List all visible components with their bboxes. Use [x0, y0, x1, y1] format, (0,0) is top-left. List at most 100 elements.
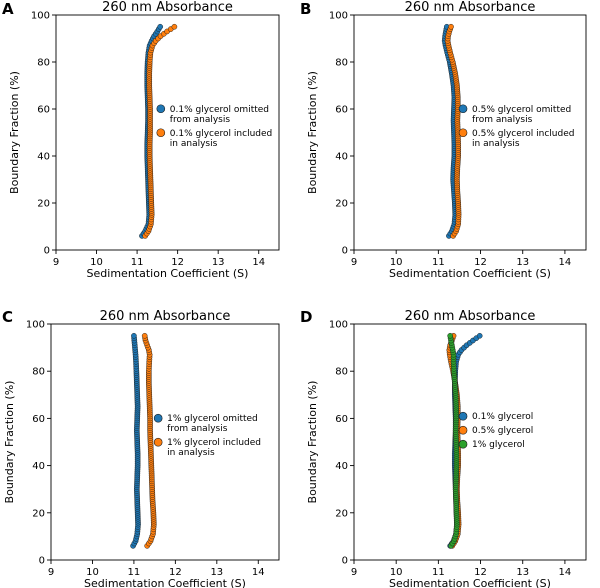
series-2: [142, 23, 178, 239]
x-tick-label: 11: [432, 257, 445, 268]
panel-title: 260 nm Absorbance: [100, 309, 231, 324]
legend-marker: [458, 128, 468, 138]
x-tick-label: 10: [86, 567, 99, 578]
panel-d: D 260 nm Absorbance 9 10 11 12 13 14 0 20 40 60 80 10…: [300, 308, 587, 588]
y-tick-label: 20: [335, 508, 348, 519]
x-axis-label: Sedimentation Coefficient (S): [84, 577, 246, 588]
x-tick-label: 13: [212, 257, 225, 268]
y-tick-label: 100: [26, 320, 45, 331]
panel-letter: B: [300, 0, 311, 18]
x-tick-label: 13: [210, 567, 223, 578]
x-tick-label: 11: [128, 567, 141, 578]
y-tick-label: 80: [335, 58, 348, 69]
panel-c: C 260 nm Absorbance 9 10 11 12 13 14 0 20 40 60 80 10…: [2, 308, 280, 588]
panel-letter: D: [300, 308, 312, 326]
x-tick-label: 14: [252, 257, 265, 268]
x-tick-label: 9: [53, 257, 59, 268]
y-tick-label: 80: [37, 58, 50, 69]
data-point: [448, 23, 454, 30]
x-tick-label: 11: [432, 567, 445, 578]
data-point: [157, 23, 164, 30]
y-tick-label: 20: [32, 508, 45, 519]
legend-marker: [458, 439, 468, 449]
legend-label: 0.5% glycerol omitted: [472, 105, 571, 115]
y-tick-label: 20: [335, 199, 348, 210]
x-axis-label: Sedimentation Coefficient (S): [389, 267, 551, 280]
x-tick-label: 12: [474, 567, 487, 578]
y-tick-label: 40: [32, 461, 45, 472]
legend-marker: [156, 128, 166, 138]
legend-marker: [153, 437, 163, 447]
y-tick-label: 80: [32, 367, 45, 378]
x-tick-label: 9: [351, 567, 357, 578]
y-tick-label: 40: [37, 152, 50, 163]
x-tick-label: 9: [48, 567, 54, 578]
axes-frame: [55, 14, 280, 251]
y-tick-label: 20: [37, 199, 50, 210]
legend-label: 0.1% glycerol omitted: [170, 105, 269, 115]
x-tick-label: 9: [351, 257, 357, 268]
y-tick-label: 0: [342, 556, 348, 567]
x-tick-label: 10: [390, 257, 403, 268]
y-axis-label: Boundary Fraction (%): [3, 381, 16, 504]
series-3: [447, 332, 460, 549]
y-axis-label: Boundary Fraction (%): [306, 71, 319, 194]
x-tick-label: 13: [516, 257, 529, 268]
y-tick-label: 60: [32, 414, 45, 425]
data-point: [171, 23, 178, 30]
y-tick-label: 40: [335, 461, 348, 472]
y-tick-label: 60: [335, 414, 348, 425]
y-tick-label: 60: [37, 105, 50, 116]
panel-title: 260 nm Absorbance: [405, 309, 536, 324]
x-tick-label: 12: [474, 257, 487, 268]
legend-marker: [153, 413, 163, 423]
series-2: [444, 23, 462, 239]
axes-frame: [50, 323, 280, 561]
series-2: [141, 332, 157, 549]
x-tick-label: 13: [516, 567, 529, 578]
legend-label: from analysis: [472, 115, 533, 125]
legend-label: in analysis: [170, 139, 218, 149]
legend-label: from analysis: [167, 424, 228, 434]
legend-label: in analysis: [167, 448, 215, 458]
legend-marker: [458, 104, 468, 114]
y-tick-label: 60: [335, 105, 348, 116]
legend-label: 0.1% glycerol: [472, 412, 533, 422]
y-tick-label: 100: [329, 11, 348, 22]
legend-label: in analysis: [472, 139, 520, 149]
data-point: [141, 332, 148, 339]
panel-letter: A: [2, 0, 14, 18]
y-tick-label: 80: [335, 367, 348, 378]
legend-marker: [156, 104, 166, 114]
panel-title: 260 nm Absorbance: [405, 0, 536, 15]
y-tick-label: 0: [44, 246, 50, 257]
panel-b: B 260 nm Absorbance 9 10 11 12 13 14 0 20 40 60 80 10…: [300, 0, 587, 280]
x-axis-label: Sedimentation Coefficient (S): [87, 267, 249, 280]
x-tick-label: 14: [559, 257, 572, 268]
x-tick-label: 14: [252, 567, 265, 578]
x-tick-label: 11: [131, 257, 144, 268]
data-point: [447, 332, 453, 339]
legend-label: 1% glycerol: [472, 440, 525, 450]
panel-a: A 260 nm Absorbance 9 10 11 12 13 14 0 20 40 60 80 10…: [2, 0, 280, 280]
legend-label: 0.5% glycerol included: [472, 129, 574, 139]
panel-title: 260 nm Absorbance: [102, 0, 233, 15]
series-1: [130, 332, 141, 549]
y-tick-label: 100: [31, 11, 50, 22]
data-point: [476, 332, 483, 339]
legend-label: 1% glycerol omitted: [167, 414, 258, 424]
legend-label: from analysis: [170, 115, 231, 125]
data-point: [131, 332, 137, 339]
axes-frame: [353, 14, 587, 251]
x-tick-label: 10: [90, 257, 103, 268]
legend-label: 0.1% glycerol included: [170, 129, 272, 139]
y-axis-label: Boundary Fraction (%): [8, 71, 21, 194]
legend-label: 0.5% glycerol: [472, 426, 533, 436]
legend-marker: [458, 411, 468, 421]
x-tick-label: 10: [390, 567, 403, 578]
y-tick-label: 0: [342, 246, 348, 257]
